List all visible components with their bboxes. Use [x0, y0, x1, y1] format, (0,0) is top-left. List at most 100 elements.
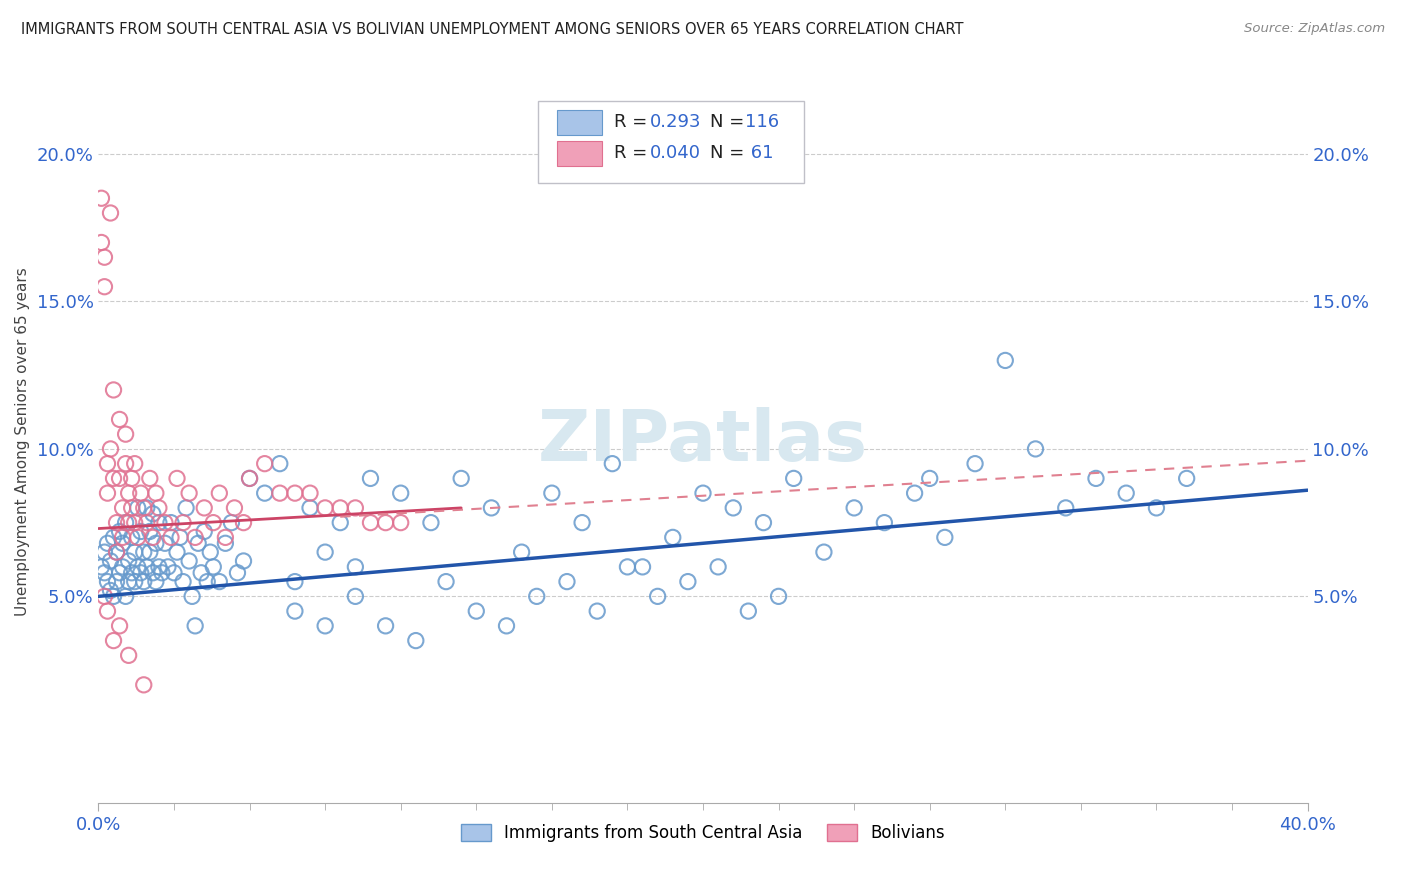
Point [284, 604, 307, 618]
Point [314, 619, 336, 633]
Point [299, 486, 322, 500]
Point [239, 471, 262, 485]
Point [105, 545, 128, 559]
Point [100, 206, 122, 220]
Point [103, 530, 125, 544]
Point [93, 566, 115, 580]
Point [96, 604, 118, 618]
Point [202, 516, 225, 530]
Point [752, 516, 775, 530]
Point [118, 554, 141, 568]
Point [90, 191, 112, 205]
Point [114, 457, 136, 471]
Point [195, 574, 218, 589]
Point [344, 590, 367, 604]
Point [124, 574, 146, 589]
Point [153, 536, 176, 550]
Point [142, 530, 165, 544]
Point [360, 516, 382, 530]
Point [103, 471, 125, 485]
Point [127, 560, 149, 574]
Point [118, 516, 141, 530]
Point [108, 524, 131, 539]
Point [142, 507, 165, 521]
Point [526, 590, 548, 604]
Point [226, 566, 249, 580]
Point [224, 500, 246, 515]
Point [1175, 471, 1198, 485]
Point [389, 486, 412, 500]
Point [156, 560, 179, 574]
Y-axis label: Unemployment Among Seniors over 65 years: Unemployment Among Seniors over 65 years [15, 268, 30, 615]
Point [299, 500, 322, 515]
Point [179, 554, 201, 568]
Point [232, 554, 254, 568]
Point [434, 574, 457, 589]
Point [118, 486, 141, 500]
Point [1024, 442, 1046, 456]
Point [124, 545, 146, 559]
Point [647, 590, 669, 604]
Point [121, 566, 143, 580]
Point [284, 486, 307, 500]
Text: 61: 61 [745, 145, 773, 162]
Point [239, 471, 262, 485]
Point [202, 560, 225, 574]
Point [127, 530, 149, 544]
Point [111, 530, 134, 544]
Point [374, 516, 396, 530]
Point [616, 560, 638, 574]
Point [132, 500, 155, 515]
Point [269, 486, 291, 500]
Point [495, 619, 517, 633]
Point [121, 471, 143, 485]
Point [481, 500, 503, 515]
Point [873, 516, 896, 530]
Point [208, 574, 231, 589]
Point [169, 530, 191, 544]
Point [93, 279, 115, 293]
Point [555, 574, 578, 589]
Point [187, 536, 209, 550]
Point [160, 530, 183, 544]
Point [631, 560, 654, 574]
Point [129, 566, 152, 580]
Point [344, 500, 367, 515]
Point [93, 250, 115, 264]
Point [253, 486, 276, 500]
Point [181, 590, 204, 604]
Point [166, 545, 188, 559]
Point [1085, 471, 1108, 485]
Text: R =: R = [614, 113, 654, 131]
Point [813, 545, 835, 559]
Point [145, 574, 167, 589]
Point [103, 633, 125, 648]
Point [1144, 500, 1167, 515]
Point [111, 500, 134, 515]
Point [111, 560, 134, 574]
Point [129, 524, 152, 539]
Point [465, 604, 488, 618]
Point [374, 619, 396, 633]
Point [132, 678, 155, 692]
Point [193, 524, 215, 539]
Point [121, 530, 143, 544]
Point [163, 566, 186, 580]
Point [132, 574, 155, 589]
Point [172, 574, 194, 589]
Point [145, 486, 167, 500]
Point [118, 648, 141, 663]
Point [148, 560, 170, 574]
Point [692, 486, 714, 500]
Point [148, 500, 170, 515]
Point [108, 566, 131, 580]
Point [420, 516, 443, 530]
Point [232, 516, 254, 530]
Point [994, 353, 1017, 368]
Point [221, 516, 243, 530]
Point [184, 619, 207, 633]
Point [571, 516, 593, 530]
Point [139, 471, 162, 485]
Point [127, 500, 149, 515]
Point [190, 566, 212, 580]
